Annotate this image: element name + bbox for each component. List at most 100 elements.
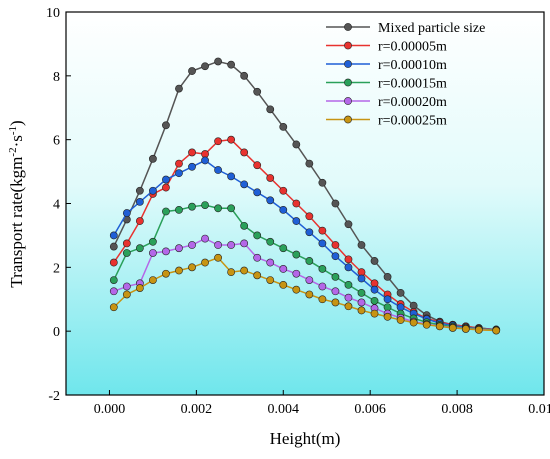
- data-point: [149, 249, 157, 257]
- legend-item: r=0.00010m: [326, 58, 447, 73]
- data-point: [461, 325, 470, 333]
- data-point: [109, 276, 118, 284]
- data-point: [357, 306, 366, 315]
- data-point: [266, 196, 275, 205]
- data-point: [240, 180, 249, 189]
- data-point: [344, 302, 353, 311]
- data-point: [214, 241, 222, 249]
- data-point: [188, 67, 196, 75]
- data-point: [266, 237, 275, 246]
- data-point: [344, 263, 353, 272]
- data-point: [253, 271, 262, 280]
- data-point: [162, 207, 170, 216]
- data-point: [214, 204, 222, 213]
- data-point: [331, 298, 340, 307]
- data-point: [175, 205, 183, 214]
- x-tick-label: 0.002: [181, 402, 213, 417]
- data-point: [344, 293, 353, 302]
- data-point: [253, 188, 262, 197]
- x-tick-label: 0.006: [354, 402, 386, 417]
- data-point: [135, 244, 144, 253]
- data-point: [109, 242, 118, 251]
- data-point: [122, 209, 131, 217]
- data-point: [201, 234, 209, 243]
- data-point: [122, 290, 131, 299]
- data-point: [344, 255, 353, 264]
- data-point: [240, 71, 249, 80]
- data-point: [357, 274, 366, 283]
- data-point: [109, 231, 118, 240]
- y-axis-title-sup1: -2: [7, 147, 19, 156]
- y-axis-title-end: ): [7, 120, 26, 126]
- data-point: [396, 316, 405, 324]
- data-point: [149, 186, 157, 195]
- data-point: [396, 288, 405, 297]
- y-tick-label: 10: [46, 6, 60, 21]
- axes: 0.000 0.002 0.004 0.006 0.008 0.010 -2 0 2 4 6 8 10: [46, 6, 550, 417]
- data-point: [370, 257, 379, 265]
- data-point: [292, 285, 301, 294]
- data-point: [201, 156, 209, 165]
- legend-marker: [344, 60, 352, 68]
- data-point: [188, 202, 196, 211]
- data-point: [370, 309, 379, 318]
- data-point: [331, 241, 340, 249]
- legend-item: r=0.00025m: [326, 114, 447, 129]
- y-axis-title-mid: ·s: [7, 135, 26, 147]
- data-point: [266, 276, 275, 284]
- data-point: [279, 123, 288, 131]
- data-point: [122, 282, 131, 291]
- data-point: [305, 290, 314, 299]
- data-point: [175, 169, 183, 178]
- data-point: [162, 183, 170, 192]
- data-point: [201, 62, 209, 71]
- legend-marker: [344, 97, 352, 105]
- data-point: [305, 276, 314, 284]
- data-point: [214, 57, 222, 66]
- data-point: [214, 166, 222, 174]
- legend-item: r=0.00005m: [326, 40, 447, 55]
- x-tick-label: 0.010: [528, 402, 550, 417]
- data-point: [344, 220, 353, 229]
- data-point: [240, 221, 249, 230]
- data-point: [331, 252, 340, 261]
- legend-label: r=0.00010m: [378, 58, 447, 73]
- legend-marker: [344, 78, 352, 87]
- data-point: [175, 244, 183, 253]
- data-point: [162, 269, 170, 278]
- data-point: [175, 159, 183, 168]
- x-axis-title: Height(m): [270, 429, 341, 448]
- legend-marker: [344, 23, 352, 31]
- legend: Mixed particle size r=0.00005m r=0.00010m r…: [326, 21, 485, 129]
- data-point: [175, 84, 183, 93]
- legend-item: r=0.00020m: [326, 95, 447, 110]
- data-point: [331, 287, 340, 296]
- legend-marker: [344, 115, 352, 124]
- data-point: [253, 161, 262, 170]
- data-point: [201, 258, 209, 267]
- data-point: [122, 249, 131, 257]
- legend-item: Mixed particle size: [326, 21, 485, 36]
- y-tick-label: 0: [53, 325, 60, 340]
- data-point: [279, 280, 288, 289]
- data-point: [227, 204, 236, 213]
- data-point: [305, 257, 314, 265]
- data-point: [253, 231, 262, 240]
- data-point: [279, 205, 288, 214]
- data-point: [266, 258, 275, 267]
- legend-marker: [344, 41, 352, 50]
- data-point: [292, 269, 301, 278]
- series-2: [109, 156, 501, 334]
- data-point: [109, 287, 118, 296]
- legend-label: r=0.00025m: [378, 114, 447, 129]
- data-point: [370, 296, 379, 305]
- data-point: [318, 178, 327, 187]
- data-point: [357, 298, 366, 307]
- data-point: [240, 239, 249, 248]
- data-point: [201, 201, 209, 209]
- data-point: [383, 273, 392, 281]
- data-point: [292, 199, 301, 208]
- data-point: [305, 228, 314, 237]
- data-point: [266, 174, 275, 182]
